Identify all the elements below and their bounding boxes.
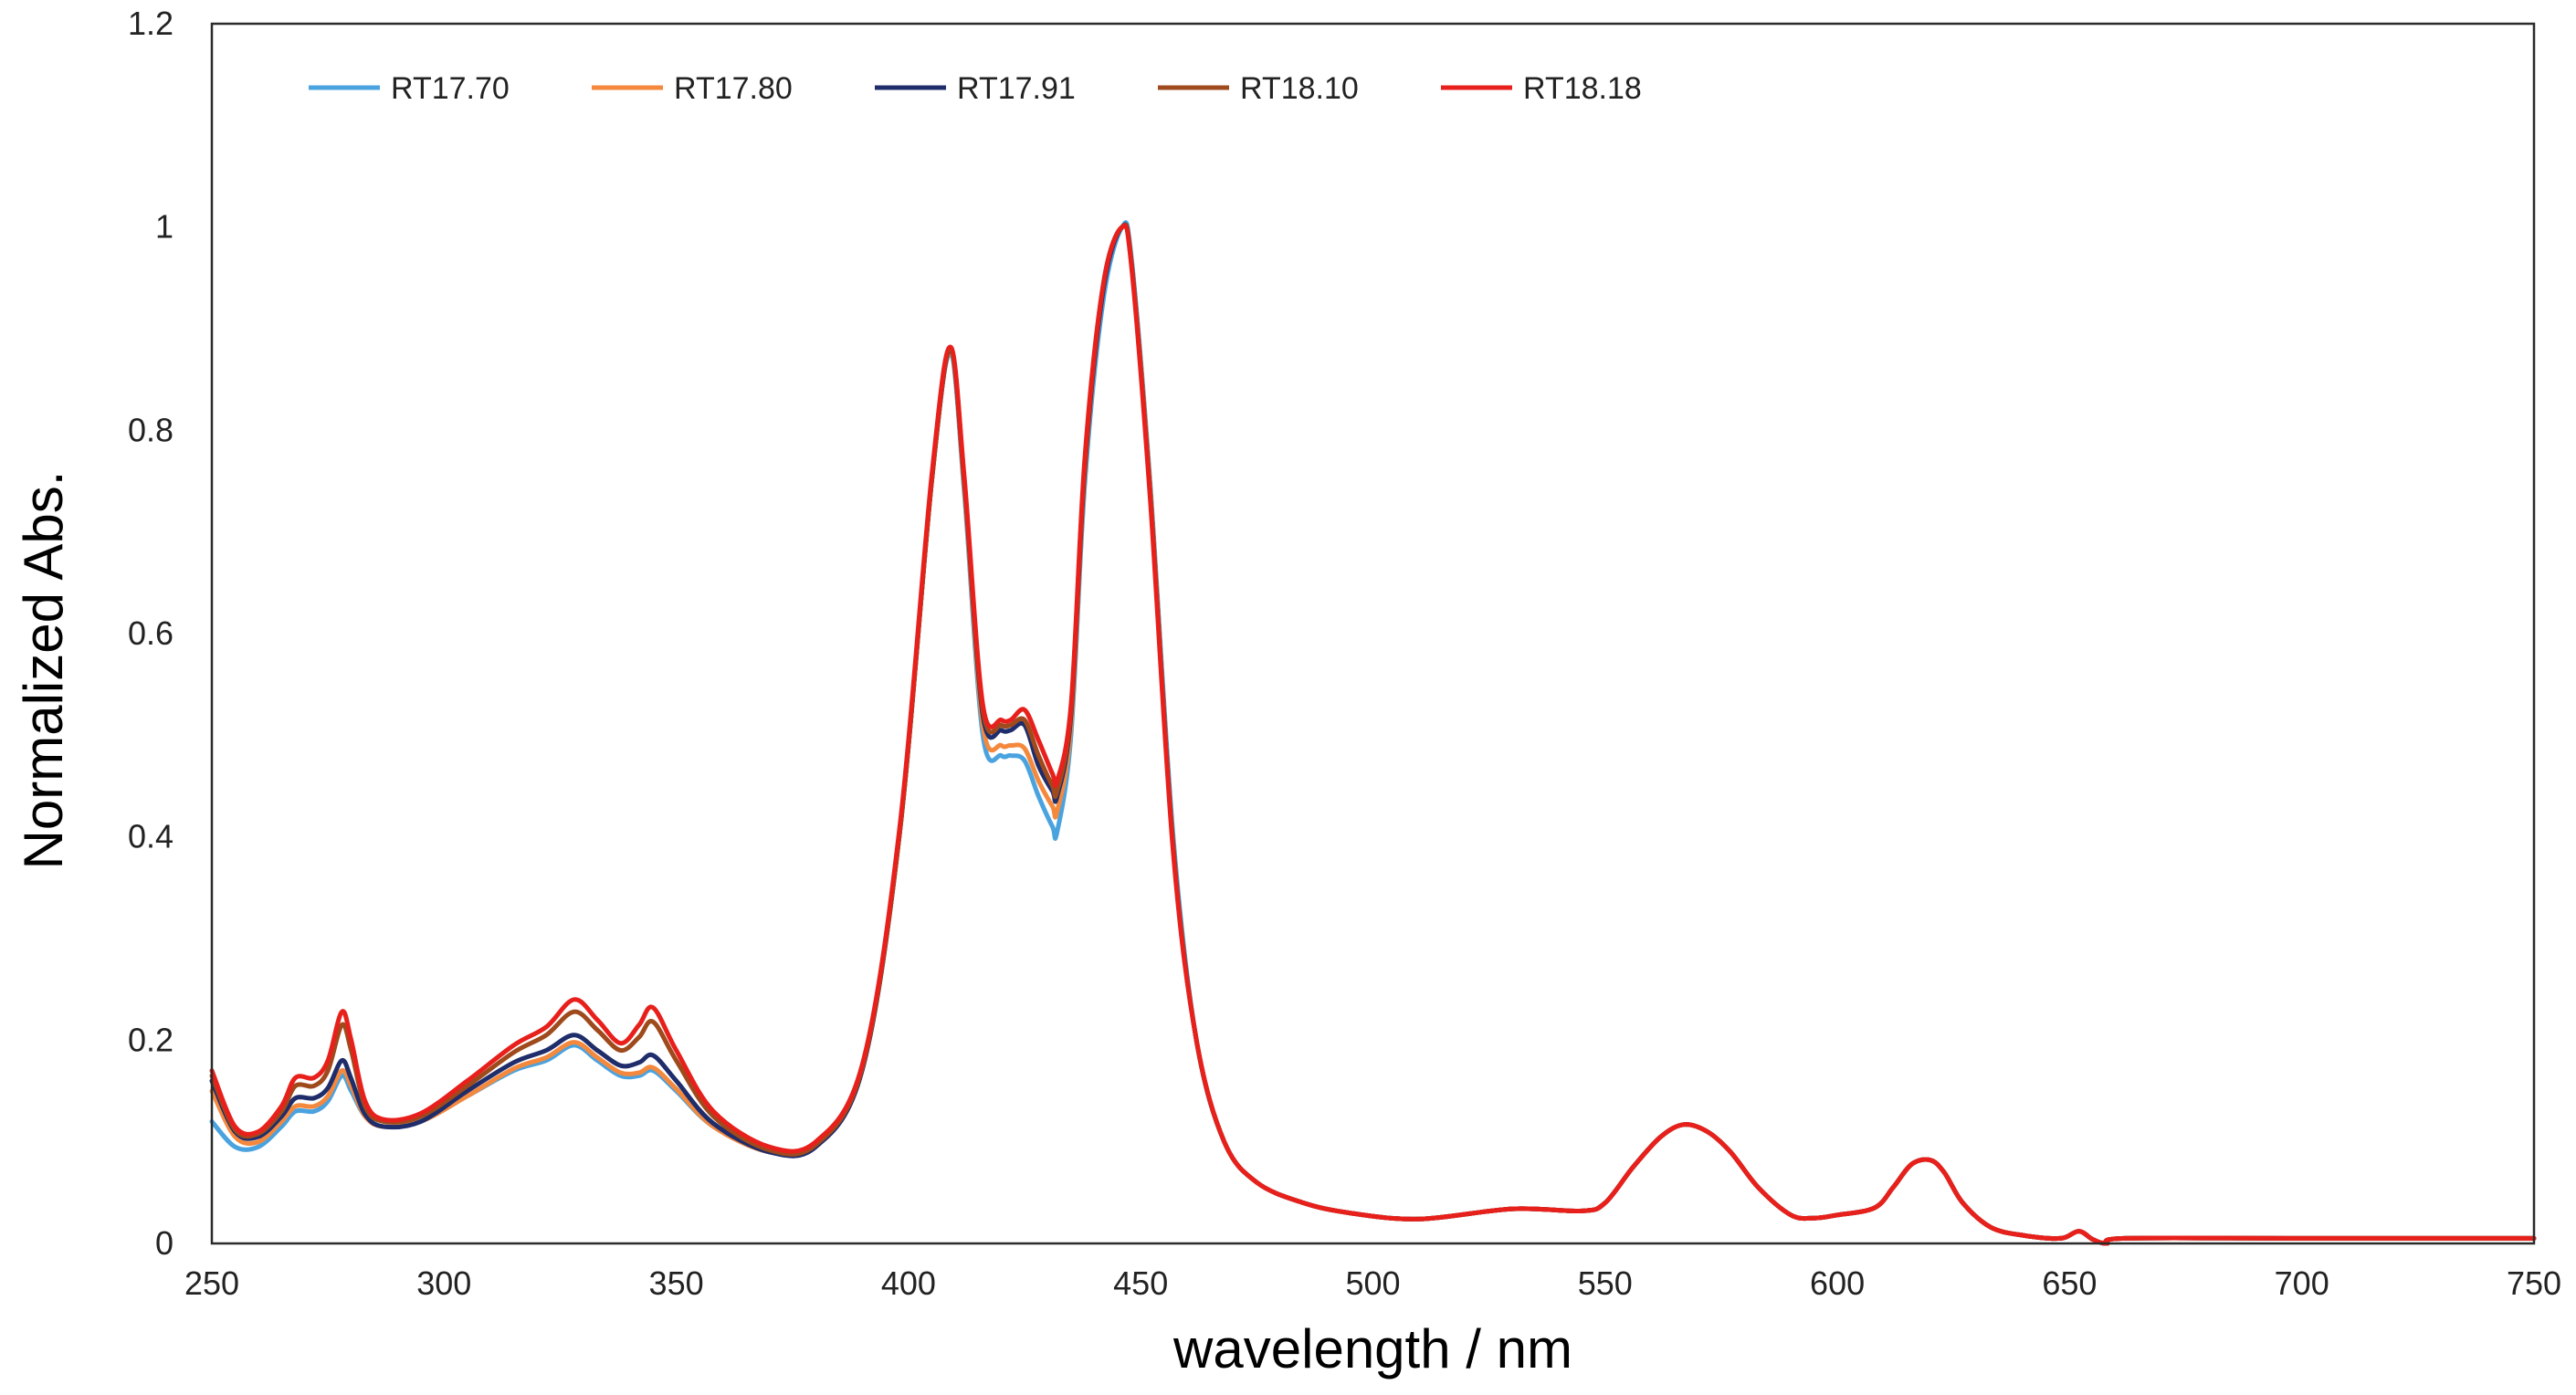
x-axis-title: wavelength / nm [1172,1318,1572,1379]
series-layer [209,220,2537,1246]
x-tick-label: 500 [1345,1264,1400,1302]
legend-label: RT17.80 [674,71,793,106]
x-tick-label: 600 [1810,1264,1865,1302]
tick-layer: 250 300 350 400 450 500 550 600 650 700 750 0 0.2 0.4… [128,5,2561,1302]
y-tick-label: 0.2 [128,1021,173,1058]
y-tick-label: 0.6 [128,614,173,652]
x-tick-label: 550 [1578,1264,1633,1302]
x-tick-label: 250 [184,1264,239,1302]
legend-label: RT18.18 [1523,71,1642,106]
x-tick-label: 750 [2507,1264,2561,1302]
y-tick-label: 1.2 [128,5,173,42]
x-tick-label: 450 [1113,1264,1168,1302]
y-tick-label: 0.4 [128,818,173,855]
x-tick-label: 300 [416,1264,471,1302]
legend: RT17.70 RT17.80 RT17.91 RT18.10 RT18.18 [309,71,1642,106]
legend-label: RT18.10 [1240,71,1359,106]
y-tick-label: 1 [155,208,173,246]
plot-area-frame [210,22,2536,1245]
legend-label: RT17.91 [957,71,1076,106]
series-line-rt18-18 [209,223,2537,1246]
x-tick-label: 350 [649,1264,704,1302]
legend-label: RT17.70 [391,71,510,106]
y-tick-label: 0.8 [128,411,173,448]
x-tick-label: 650 [2042,1264,2097,1302]
x-tick-label: 400 [881,1264,936,1302]
y-tick-label: 0 [155,1224,173,1262]
x-tick-label: 700 [2275,1264,2329,1302]
y-axis-title: Normalized Abs. [13,471,74,870]
